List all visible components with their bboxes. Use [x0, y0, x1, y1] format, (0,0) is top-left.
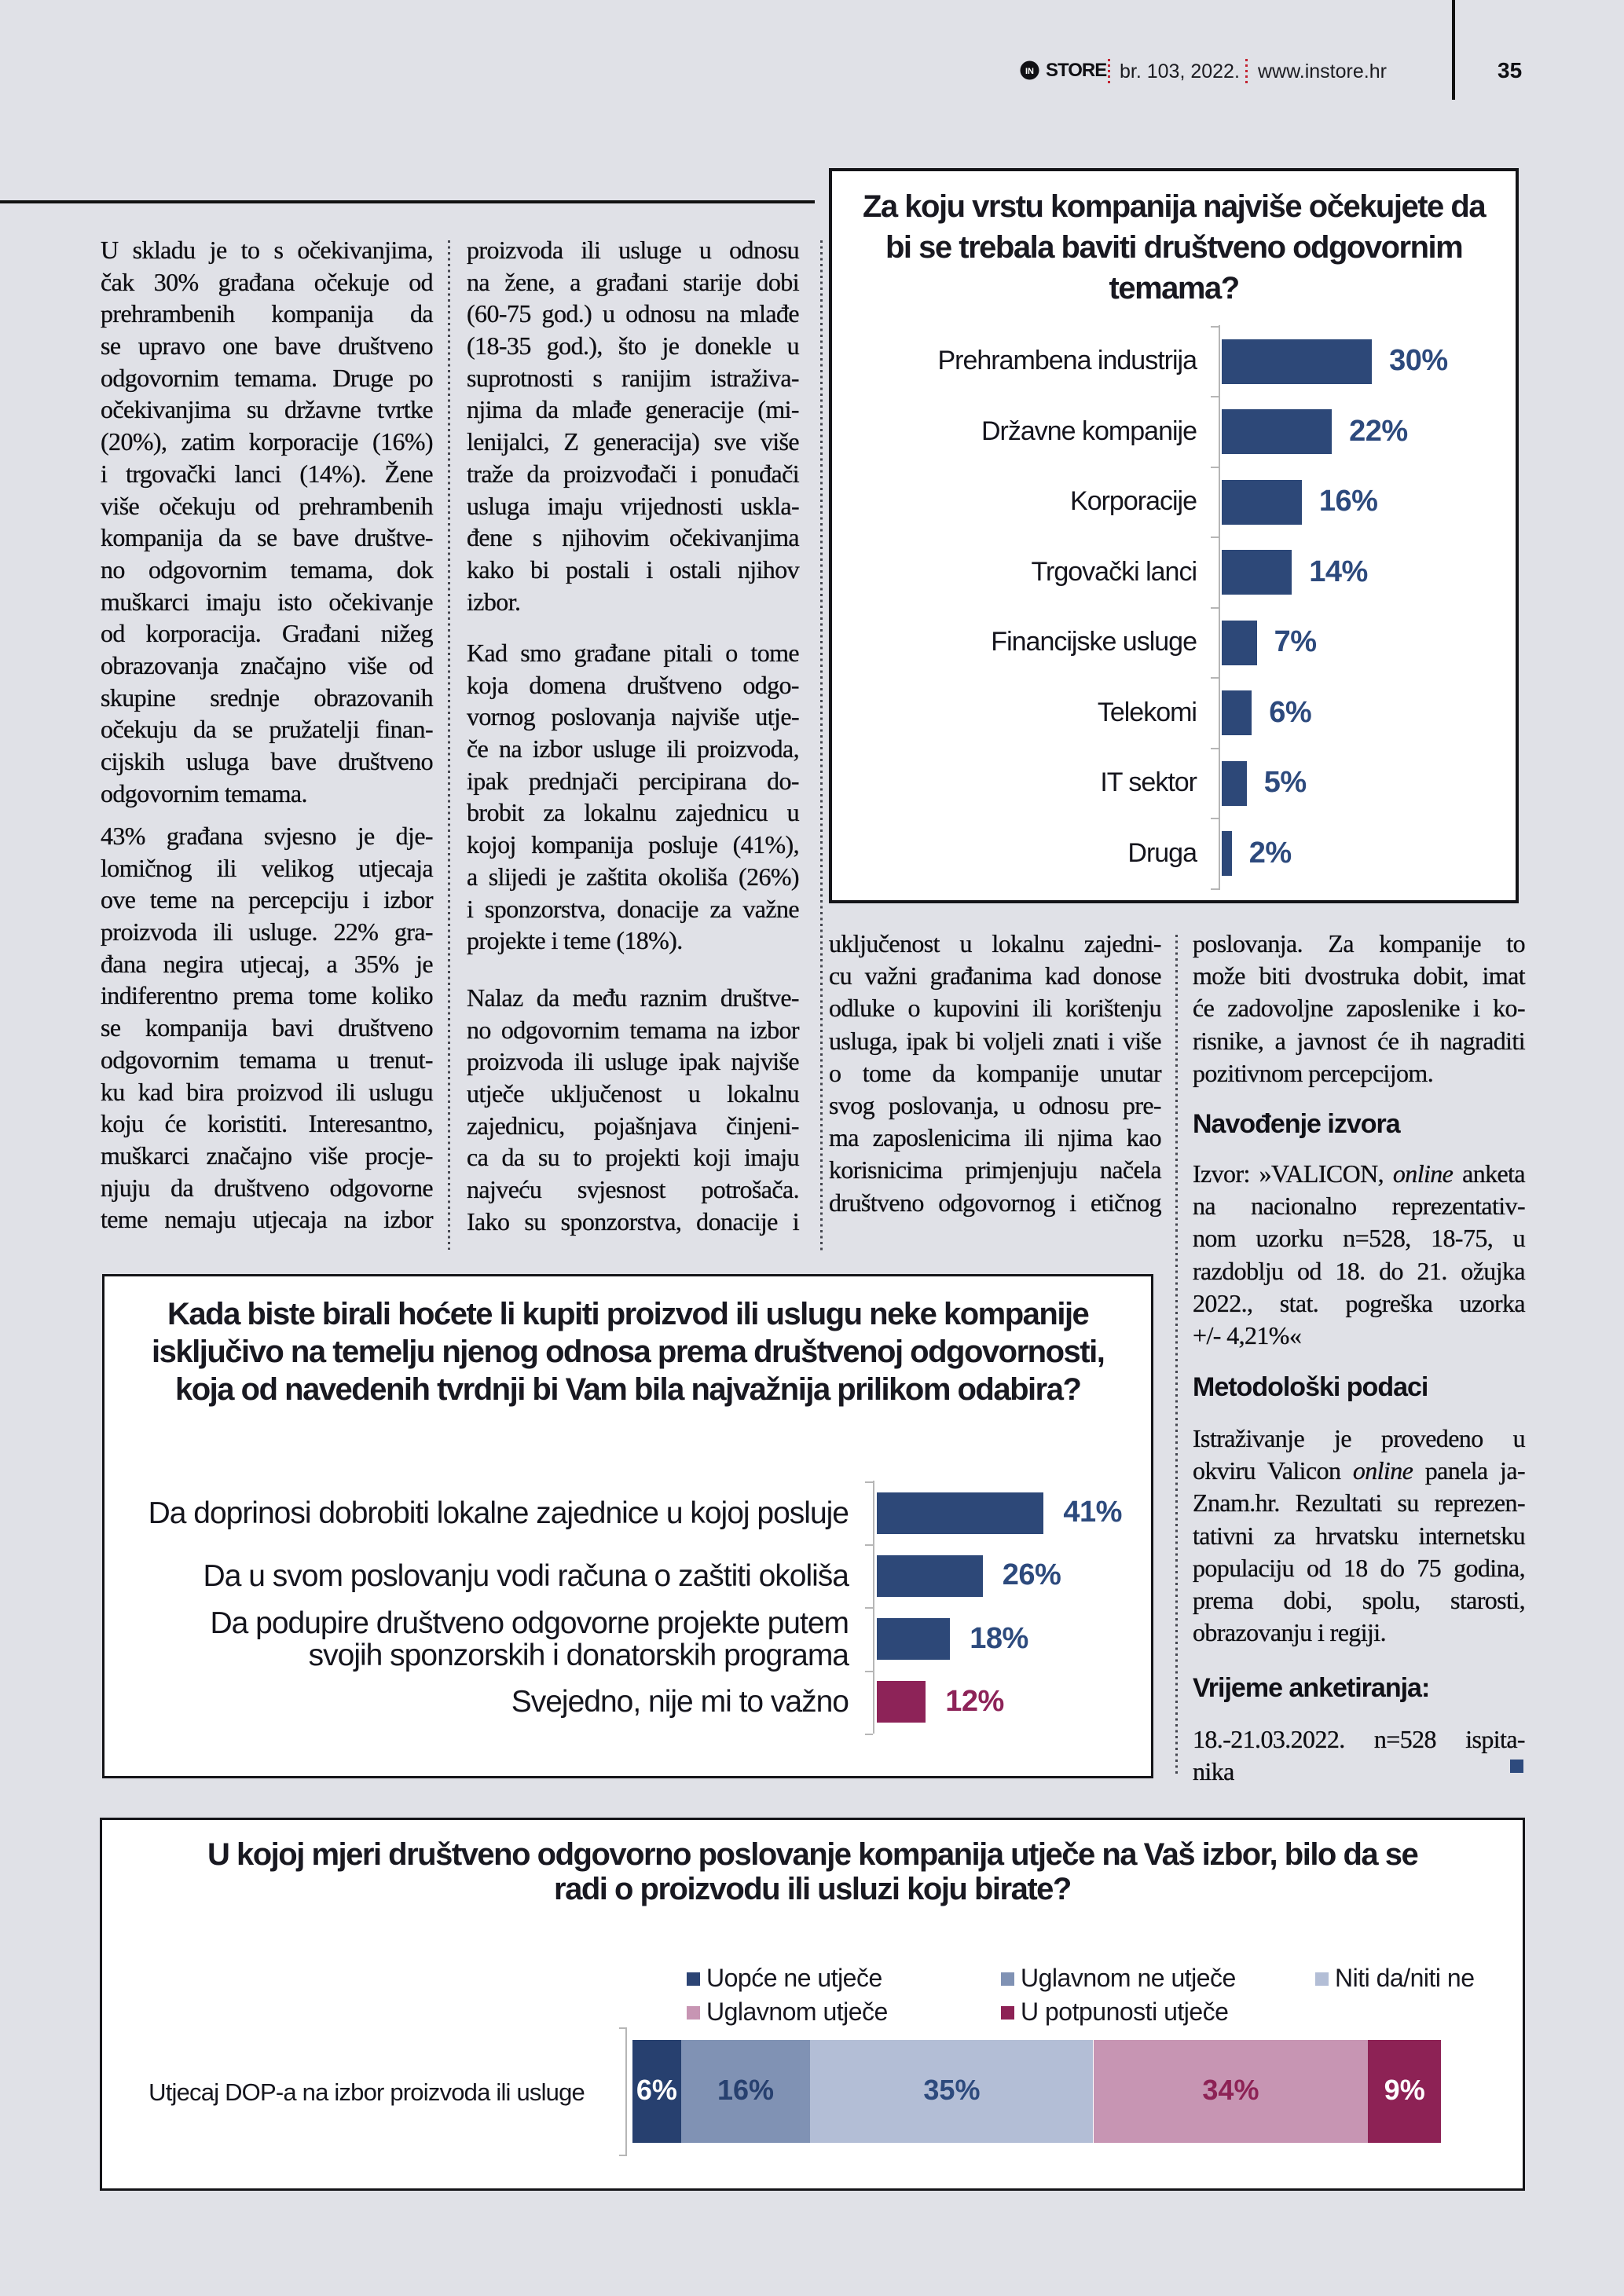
- svg-text:IN: IN: [1025, 67, 1034, 76]
